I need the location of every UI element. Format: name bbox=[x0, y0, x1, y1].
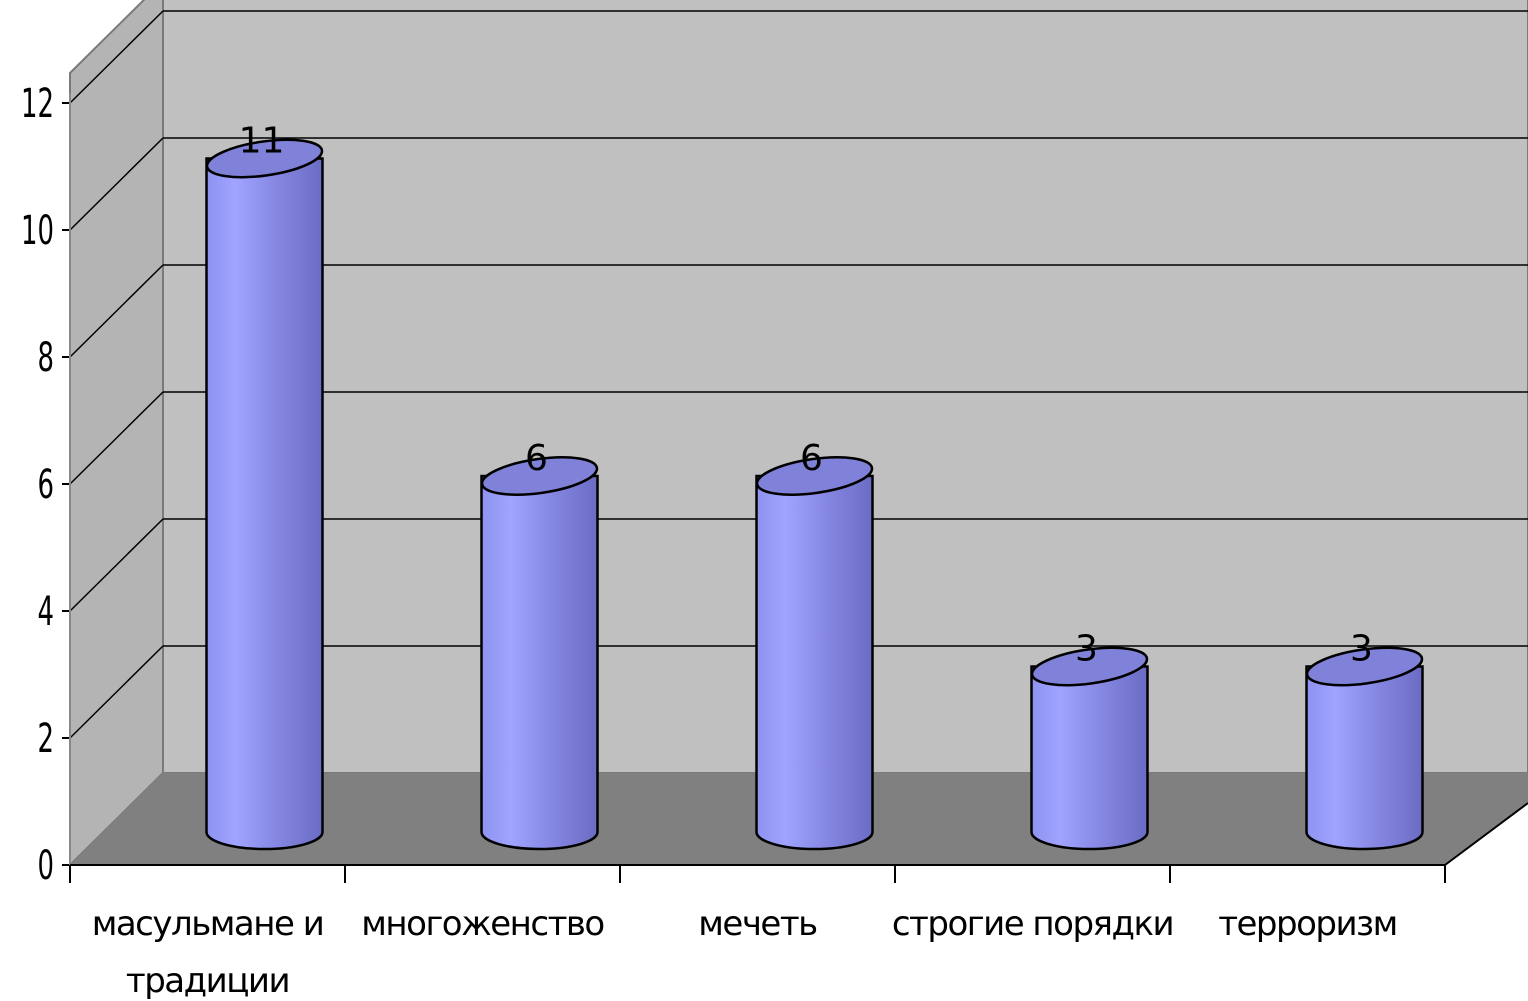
data-label: 11 bbox=[239, 121, 285, 162]
bars bbox=[205, 138, 1424, 851]
gridline-side bbox=[69, 10, 164, 104]
data-label: 3 bbox=[1350, 629, 1373, 670]
bar bbox=[205, 138, 324, 851]
x-category-label: масульмане и bbox=[92, 904, 324, 944]
bar-top bbox=[755, 456, 874, 496]
gridline-side bbox=[69, 137, 164, 231]
y-axis: 0 2 4 6 8 10 12 bbox=[21, 81, 71, 889]
data-label: 6 bbox=[800, 438, 823, 479]
bar-body bbox=[1030, 665, 1149, 851]
x-category-label: терроризм bbox=[1218, 904, 1397, 944]
data-label: 6 bbox=[525, 438, 548, 479]
y-tick-label: 10 bbox=[21, 208, 54, 254]
data-label: 3 bbox=[1075, 629, 1098, 670]
x-category-label: традиции bbox=[126, 961, 289, 1001]
bar bbox=[480, 456, 599, 851]
data-labels: 11 6 6 3 3 bbox=[239, 121, 1373, 670]
bar bbox=[755, 456, 874, 851]
gridline-side bbox=[69, 645, 164, 739]
x-category-label: мечеть bbox=[698, 904, 817, 944]
gridline-side bbox=[69, 391, 164, 485]
bar-body bbox=[480, 474, 599, 851]
y-tick-label: 2 bbox=[38, 716, 54, 762]
floor-edge-line bbox=[1444, 802, 1528, 866]
side-wall bbox=[69, 0, 164, 868]
gridline-side bbox=[69, 264, 164, 358]
bar-top bbox=[1305, 646, 1424, 687]
bar-top bbox=[1030, 646, 1149, 687]
bar bbox=[1305, 646, 1424, 851]
y-tick-label: 8 bbox=[38, 335, 54, 381]
x-category-label: многоженство bbox=[361, 904, 603, 944]
bar-body bbox=[755, 474, 874, 851]
bar-top bbox=[205, 138, 324, 179]
x-axis: масульмане и традиции многоженство мечеть ст… bbox=[69, 864, 1446, 1001]
bar bbox=[1030, 646, 1149, 851]
bar-body bbox=[1305, 665, 1424, 851]
bar-body bbox=[205, 157, 324, 851]
y-tick-label: 6 bbox=[38, 462, 54, 508]
gridline-side bbox=[69, 518, 164, 612]
y-tick-label: 0 bbox=[38, 843, 54, 889]
y-tick-label: 4 bbox=[38, 589, 54, 635]
y-tick-label: 12 bbox=[21, 81, 54, 127]
x-category-label: строгие порядки bbox=[892, 904, 1173, 944]
bar-top bbox=[480, 456, 599, 496]
